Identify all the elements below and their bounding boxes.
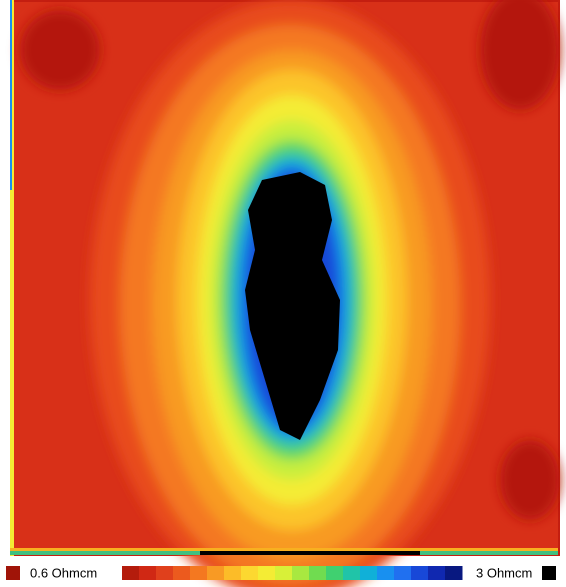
max-label: 3 Ohmcm (476, 565, 532, 580)
color-step (445, 566, 463, 580)
color-step (326, 566, 344, 580)
color-step (173, 566, 191, 580)
color-step (139, 566, 157, 580)
color-step (207, 566, 225, 580)
color-step (343, 566, 361, 580)
color-step (190, 566, 208, 580)
color-step (377, 566, 395, 580)
color-step (428, 566, 446, 580)
color-step (360, 566, 378, 580)
color-step (241, 566, 259, 580)
color-step (258, 566, 276, 580)
legend: 0.6 Ohmcm 3 Ohmcm (6, 565, 556, 580)
resistivity-map (10, 0, 560, 587)
color-step (275, 566, 293, 580)
min-swatch (6, 566, 20, 580)
color-step (411, 566, 429, 580)
color-step (122, 566, 140, 580)
max-swatch (542, 566, 556, 580)
color-step (394, 566, 412, 580)
color-step (156, 566, 174, 580)
color-step (309, 566, 327, 580)
color-step (224, 566, 242, 580)
color-step (292, 566, 310, 580)
min-label: 0.6 Ohmcm (30, 565, 97, 580)
